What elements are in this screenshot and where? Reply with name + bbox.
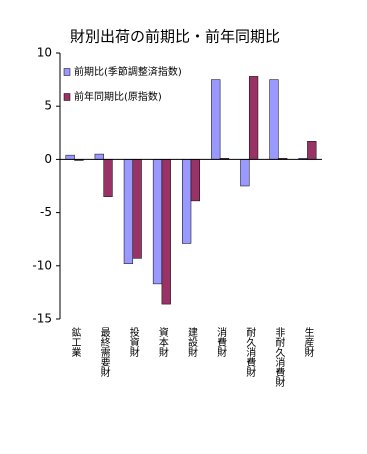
bar bbox=[269, 79, 279, 160]
x-tick-label: 最終需要財 bbox=[98, 327, 110, 377]
y-tick-label: -5 bbox=[40, 205, 52, 219]
bar bbox=[248, 76, 259, 160]
bar bbox=[123, 159, 134, 264]
x-tick-label: 鉱工業 bbox=[69, 326, 81, 358]
y-tick-label: 5 bbox=[44, 99, 52, 113]
legend-text: 前期比(季節調整済指数) bbox=[74, 65, 182, 78]
bar bbox=[103, 159, 113, 197]
bar bbox=[161, 159, 171, 305]
legend-text: 前年同期比(原指数) bbox=[74, 90, 162, 103]
x-tick-label: 資本財 bbox=[156, 327, 168, 357]
chart-title: 財別出荷の前期比・前年同期比 bbox=[70, 28, 280, 46]
legend-swatch bbox=[63, 68, 71, 76]
y-tick-label: -10 bbox=[32, 258, 52, 272]
bar bbox=[190, 159, 200, 202]
bar bbox=[132, 159, 142, 259]
bar bbox=[94, 153, 104, 160]
bar bbox=[65, 154, 75, 160]
bar bbox=[240, 159, 250, 187]
x-tick-label: 建設財 bbox=[186, 326, 198, 357]
legend-swatch bbox=[63, 93, 71, 101]
x-tick-label: 耐久消費財 bbox=[244, 326, 256, 377]
y-tick-label: 10 bbox=[37, 46, 52, 60]
x-tick-label: 投資財 bbox=[127, 326, 139, 357]
y-tick-label: 0 bbox=[44, 152, 52, 166]
x-tick-label: 非耐久消費財 bbox=[273, 327, 285, 387]
bar bbox=[152, 159, 163, 285]
y-tick-label: -15 bbox=[32, 312, 52, 326]
x-tick-label: 生産財 bbox=[302, 326, 314, 357]
bar bbox=[211, 79, 221, 160]
bar bbox=[307, 141, 317, 160]
bar bbox=[182, 159, 192, 244]
x-tick-label: 消費財 bbox=[215, 326, 227, 357]
